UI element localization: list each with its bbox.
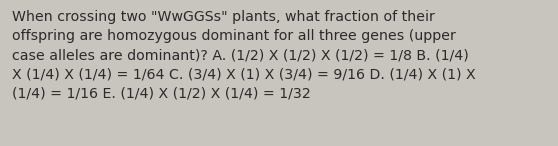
Text: When crossing two "WwGGSs" plants, what fraction of their
offspring are homozygo: When crossing two "WwGGSs" plants, what … bbox=[12, 10, 476, 100]
